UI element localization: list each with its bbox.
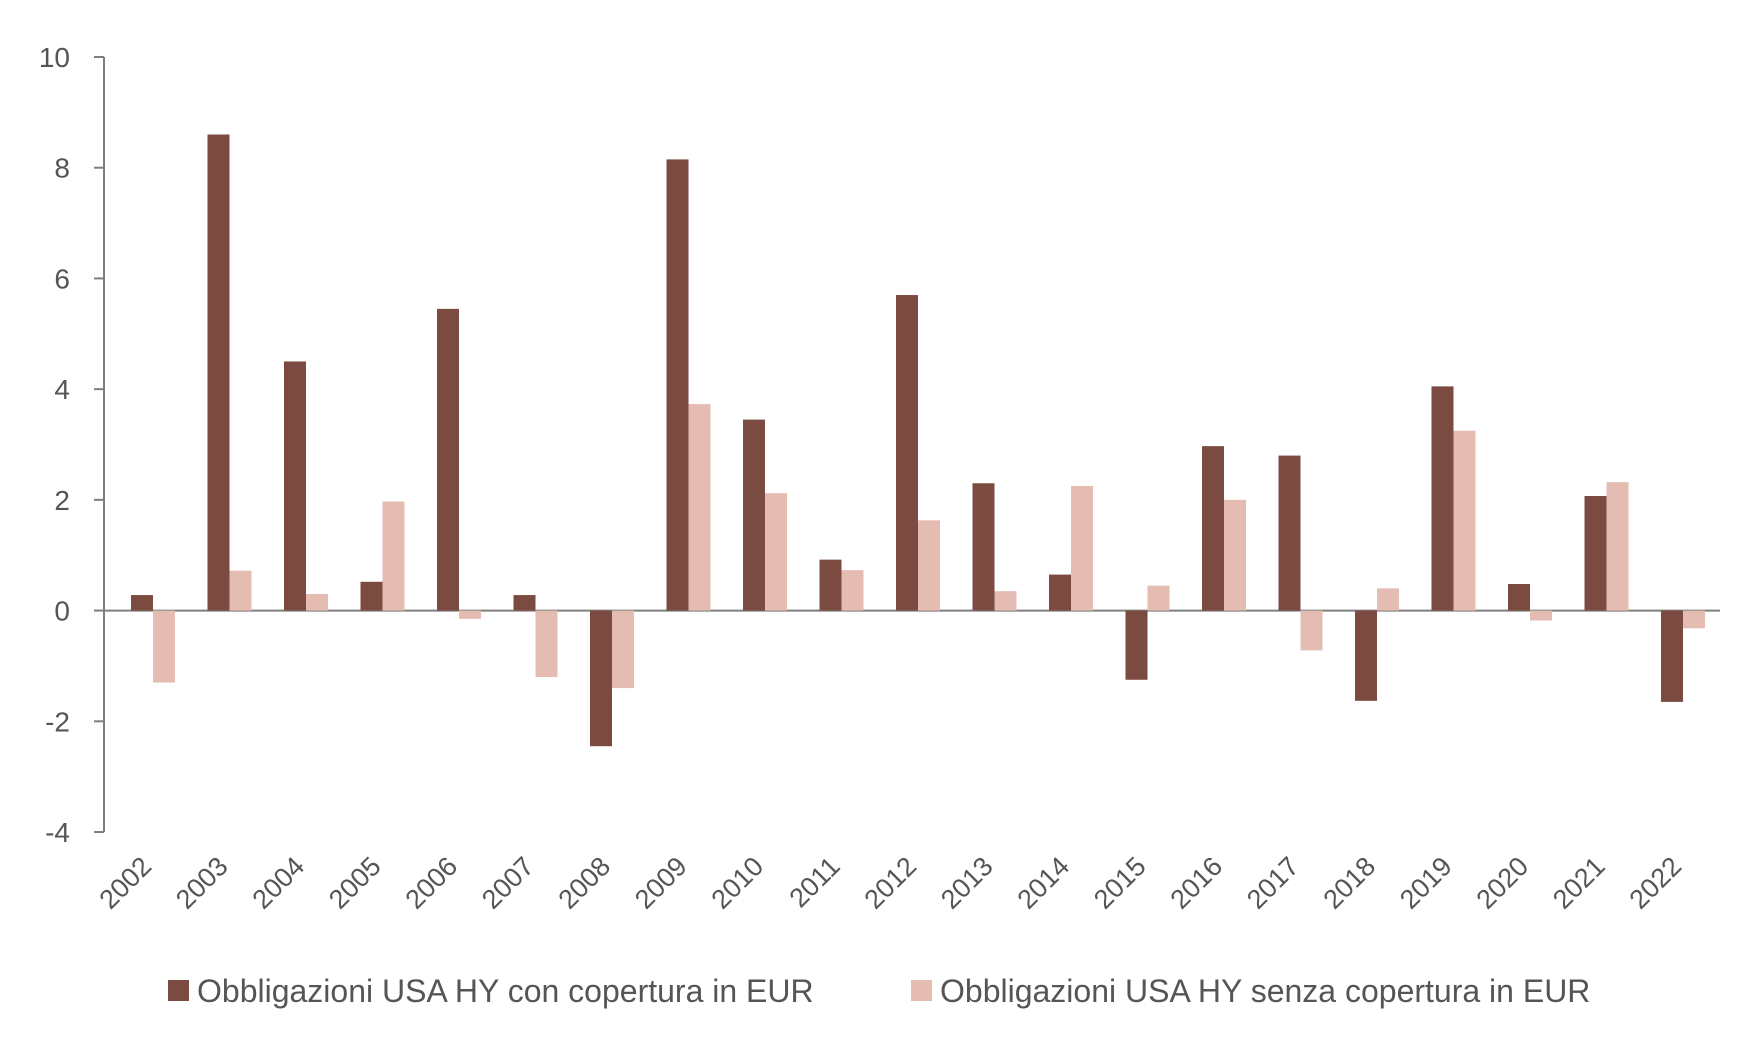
x-tick-label: 2005 [323, 851, 387, 915]
bar-series-1 [666, 159, 689, 611]
bar-series-1 [207, 134, 230, 611]
x-tick-label: 2016 [1165, 851, 1229, 915]
x-tick-label: 2006 [400, 851, 464, 915]
bar-series-2 [1530, 610, 1552, 621]
bar-series-1 [1355, 610, 1377, 701]
bar-series-2 [306, 593, 328, 611]
bar-series-1 [1508, 584, 1530, 611]
x-tick-label: 2011 [783, 851, 845, 913]
bar-series-2 [612, 610, 634, 689]
y-tick-label: -2 [45, 706, 70, 737]
bar-series-1 [743, 419, 765, 611]
bar-series-1 [1661, 610, 1683, 702]
bar-series-1 [360, 581, 383, 611]
bar-series-1 [1049, 574, 1071, 611]
bar-series-2 [1683, 610, 1705, 629]
legend-label-1: Obbligazioni USA HY con copertura in EUR [197, 973, 814, 1009]
x-tick-label: 2022 [1624, 851, 1688, 915]
y-tick-label: 6 [54, 263, 70, 294]
bar-series-1 [131, 595, 153, 611]
x-tick-label: 2018 [1318, 851, 1382, 915]
x-tick-label: 2017 [1241, 851, 1305, 915]
bar-series-2 [1147, 585, 1170, 611]
bar-series-2 [918, 520, 940, 611]
bar-series-1 [590, 610, 612, 747]
bar-series-2 [1300, 610, 1323, 651]
bar-series-1 [1125, 610, 1148, 680]
y-tick-label: 8 [54, 153, 70, 184]
legend-label-2: Obbligazioni USA HY senza copertura in E… [940, 973, 1590, 1009]
x-tick-label: 2002 [94, 851, 158, 915]
y-tick-label: 10 [39, 42, 70, 73]
bar-series-2 [229, 570, 252, 611]
bar-series-1 [284, 361, 306, 611]
legend-swatch-2 [911, 980, 932, 1001]
bar-series-1 [896, 295, 918, 611]
bars [131, 134, 1705, 747]
x-tick-label: 2010 [706, 851, 770, 915]
x-tick-label: 2007 [476, 851, 540, 915]
bar-series-2 [994, 591, 1017, 611]
bar-series-1 [1431, 386, 1454, 611]
x-tick-label: 2009 [629, 851, 693, 915]
x-tick-label: 2019 [1394, 851, 1458, 915]
bar-series-2 [535, 610, 558, 677]
x-tick-label: 2004 [247, 851, 311, 915]
x-tick-label: 2013 [935, 851, 999, 915]
x-tick-label: 2012 [859, 851, 923, 915]
x-tick-label: 2008 [553, 851, 617, 915]
bar-series-2 [841, 570, 864, 611]
y-tick-label: 2 [54, 485, 70, 516]
bar-series-1 [1584, 495, 1607, 611]
bar-series-2 [1071, 486, 1093, 611]
bar-series-2 [1453, 430, 1476, 611]
bar-series-2 [1224, 499, 1246, 611]
bar-series-1 [513, 595, 536, 611]
y-tick-label: 4 [54, 374, 70, 405]
bar-series-1 [972, 483, 995, 611]
bar-series-2 [765, 493, 787, 611]
y-tick-label: -4 [45, 817, 70, 848]
bar-series-1 [437, 308, 459, 611]
bar-series-2 [382, 501, 405, 611]
bar-series-1 [1278, 455, 1301, 611]
x-tick-label: 2020 [1471, 851, 1535, 915]
x-tick-label: 2015 [1088, 851, 1152, 915]
x-tick-label: 2014 [1012, 851, 1076, 915]
legend: Obbligazioni USA HY con copertura in EUR… [168, 973, 1590, 1009]
x-tick-label: 2003 [170, 851, 234, 915]
bar-series-2 [459, 610, 481, 619]
y-tick-label: 0 [54, 596, 70, 627]
bar-series-1 [1202, 446, 1224, 611]
legend-swatch-1 [168, 980, 189, 1001]
bar-series-2 [1377, 588, 1399, 611]
bar-series-1 [819, 559, 842, 611]
bar-series-2 [688, 404, 711, 611]
bar-series-2 [153, 610, 175, 683]
x-tick-label: 2021 [1547, 851, 1611, 915]
bar-series-2 [1606, 482, 1629, 611]
